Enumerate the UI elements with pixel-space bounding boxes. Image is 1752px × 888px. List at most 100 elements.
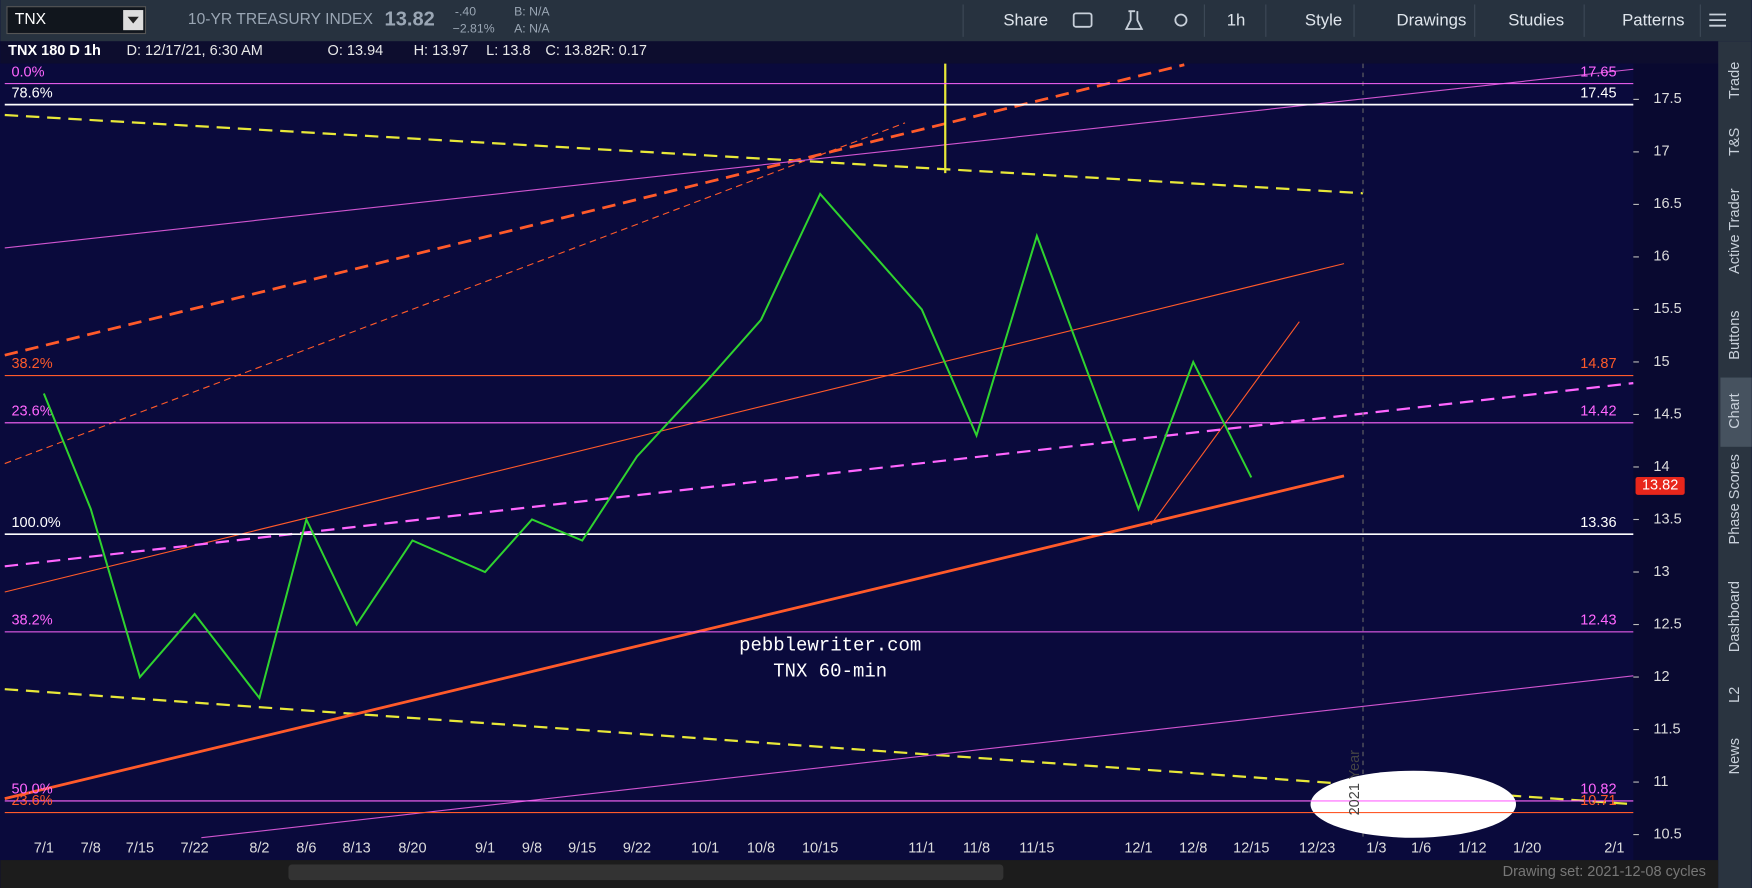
fib-label: 38.2% [11,613,52,629]
bid: B: N/A [514,5,550,19]
fib-label: 100.0% [11,515,60,531]
ask: A: N/A [514,21,550,35]
chart-area [0,63,1719,861]
toolbar-button[interactable]: Share [1003,11,1048,30]
y-tick-label: 13 [1653,564,1669,580]
y-tick-label: 11 [1653,774,1668,790]
change: -.40 [455,5,476,19]
x-tick-label: 12/23 [1299,841,1335,857]
fib-price: 14.87 [1580,356,1616,372]
fib-label: 23.6% [11,793,52,809]
x-tick-label: 12/15 [1233,841,1269,857]
x-tick-label: 1/6 [1411,841,1431,857]
info-field: H: 13.97 [414,43,469,59]
sidebar-tabs: Trade T&S Active Trader Buttons Chart Phase S… [1720,62,1752,774]
last-price-tag [1635,476,1685,495]
x-tick-label: 7/8 [81,841,101,857]
info-field: C: 13.82 [545,43,600,59]
fib-price: 17.45 [1580,85,1616,101]
sidebar-tab[interactable]: Dashboard [1727,581,1743,652]
x-tick-label: 10/8 [747,841,775,857]
toolbar-button[interactable]: 1h [1227,11,1246,30]
x-tick-label: 8/13 [342,841,370,857]
fib-price: 17.65 [1580,64,1616,80]
x-tick-label: 8/6 [296,841,316,857]
watermark: TNX 60-min [773,660,887,682]
info-field: O: 13.94 [328,43,384,59]
sidebar-tab[interactable]: Trade [1727,62,1743,99]
y-tick-label: 14.5 [1653,406,1681,422]
fib-price: 14.42 [1580,404,1616,420]
sidebar-tab[interactable]: Phase Scores [1727,454,1743,544]
y-tick-label: 10.5 [1653,826,1681,842]
watermark: pebblewriter.com [739,635,921,657]
fib-price: 10.82 [1580,782,1616,798]
y-tick-label: 17.5 [1653,91,1681,107]
toolbar-separators [962,4,1701,37]
toolbar-icons [1072,10,1727,30]
fib-price: 13.36 [1580,515,1616,531]
x-tick-label: 7/15 [126,841,154,857]
y-tick-label: 12.5 [1653,616,1681,632]
x-tick-label: 7/1 [34,841,54,857]
toolbar [0,0,1752,42]
sidebar-tab-active [1720,377,1752,447]
sidebar-tab[interactable]: T&S [1727,127,1743,156]
toolbar-button[interactable]: Drawings [1397,11,1467,30]
info-title: TNX 180 D 1h [8,43,101,59]
fib-label: 0.0% [11,64,44,80]
x-tick-label: 12/1 [1124,841,1152,857]
info-field: D: 12/17/21, 6:30 AM [127,43,263,59]
symbol: TNX [15,11,47,28]
sidebar-tab[interactable]: Chart [1727,393,1743,429]
y-tick-label: 16 [1653,249,1669,265]
x-tick-label: 9/22 [623,841,651,857]
toolbar-button[interactable]: Style [1305,11,1342,30]
x-tick-label: 1/3 [1366,841,1386,857]
x-tick-label: 12/8 [1179,841,1207,857]
description: 10-YR TREASURY INDEX [188,11,374,28]
sidebar [1718,41,1752,888]
last-price: 13.82 [385,8,435,30]
y-tick-label: 15.5 [1653,301,1681,317]
y-tick-label: 17 [1653,144,1669,160]
x-tick-label: 10/1 [691,841,719,857]
x-tick-label: 8/2 [249,841,269,857]
y-tick-label: 11.5 [1653,721,1680,737]
info-bar [0,41,1719,64]
price-axis [1633,63,1719,861]
dropdown-arrow [127,16,139,24]
last-price-tag-label: 13.82 [1642,478,1678,494]
sidebar-tab[interactable]: News [1727,738,1743,774]
symbol-box[interactable] [6,6,147,35]
drawings [4,63,1634,839]
y-tick-label: 14 [1653,459,1669,475]
drawing-set: Drawing set: 2021-12-08 cycles [1503,864,1706,880]
sidebar-tab[interactable]: L2 [1727,687,1743,703]
toolbar-button[interactable]: Studies [1508,11,1564,30]
x-tick-label: 11/15 [1019,841,1054,857]
x-tick-label: 1/20 [1513,841,1541,857]
change-pct: −2.81% [453,21,495,35]
y-tick-label: 15 [1653,354,1669,370]
fib-label: 23.6% [11,404,52,420]
x-tick-label: 9/1 [475,841,495,857]
toolbar-button[interactable]: Patterns [1622,11,1684,30]
scroll-thumb[interactable] [288,864,1004,881]
x-tick-label: 11/1 [908,841,935,857]
fib-label: 50.0% [11,782,52,798]
x-tick-label: 7/22 [181,841,209,857]
year-marker: 2021 Year [1347,750,1363,816]
y-tick-label: 16.5 [1653,196,1681,212]
info-field: R: 0.17 [600,43,647,59]
sidebar-tab[interactable]: Active Trader [1727,188,1743,274]
fib-label: 38.2% [11,356,52,372]
sidebar-tab[interactable]: Buttons [1727,310,1743,359]
fib-price: 10.71 [1580,793,1616,809]
price-line [42,192,1253,701]
x-tick-label: 8/20 [398,841,426,857]
y-tick-label: 12 [1653,669,1669,685]
x-tick-label: 2/1 [1604,841,1624,857]
